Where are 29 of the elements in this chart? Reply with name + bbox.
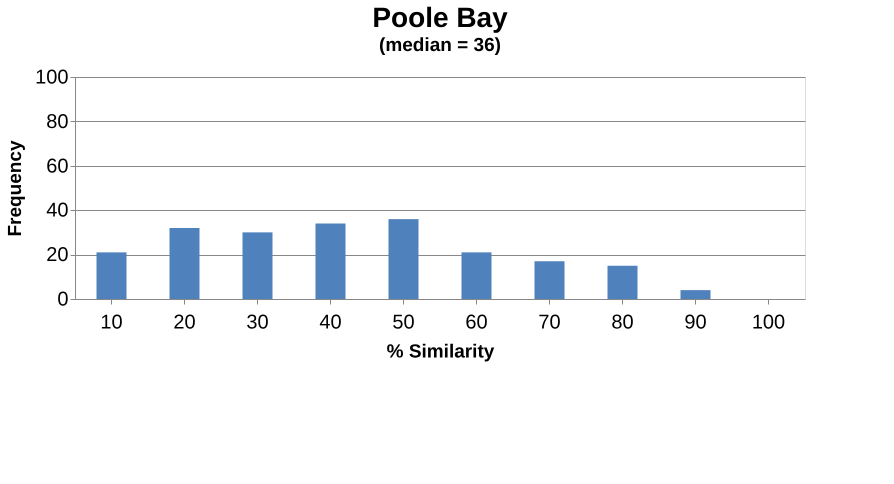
x-tick-label: 40 bbox=[319, 312, 342, 334]
chart-title: Poole Bay bbox=[372, 2, 508, 33]
bar bbox=[680, 290, 710, 299]
x-tick-label: 70 bbox=[538, 312, 561, 334]
bar bbox=[534, 261, 564, 299]
y-tick-label: 0 bbox=[57, 288, 68, 310]
y-tick-label: 80 bbox=[46, 110, 68, 133]
x-tick-label: 100 bbox=[752, 312, 786, 334]
x-tick-label: 60 bbox=[465, 312, 488, 334]
bar bbox=[388, 219, 418, 299]
x-tick-label: 10 bbox=[100, 312, 123, 334]
y-tick-label: 20 bbox=[46, 244, 68, 266]
x-tick-label: 50 bbox=[392, 312, 415, 334]
x-tick-label: 20 bbox=[173, 312, 196, 334]
bar bbox=[96, 252, 126, 299]
bar bbox=[242, 232, 272, 299]
chart-subtitle: (median = 36) bbox=[379, 35, 501, 56]
bar bbox=[170, 228, 200, 299]
x-tick-label: 30 bbox=[246, 312, 269, 334]
bar bbox=[608, 266, 638, 299]
x-axis-title: % Similarity bbox=[386, 342, 495, 362]
x-tick-label: 80 bbox=[611, 312, 634, 334]
x-tick-label: 90 bbox=[684, 312, 707, 334]
bar bbox=[316, 224, 346, 299]
y-tick-label: 40 bbox=[46, 200, 68, 222]
y-tick-label: 60 bbox=[46, 155, 68, 178]
bar bbox=[462, 252, 492, 299]
y-axis-title: Frequency bbox=[5, 140, 26, 237]
y-tick-label: 100 bbox=[35, 66, 68, 88]
